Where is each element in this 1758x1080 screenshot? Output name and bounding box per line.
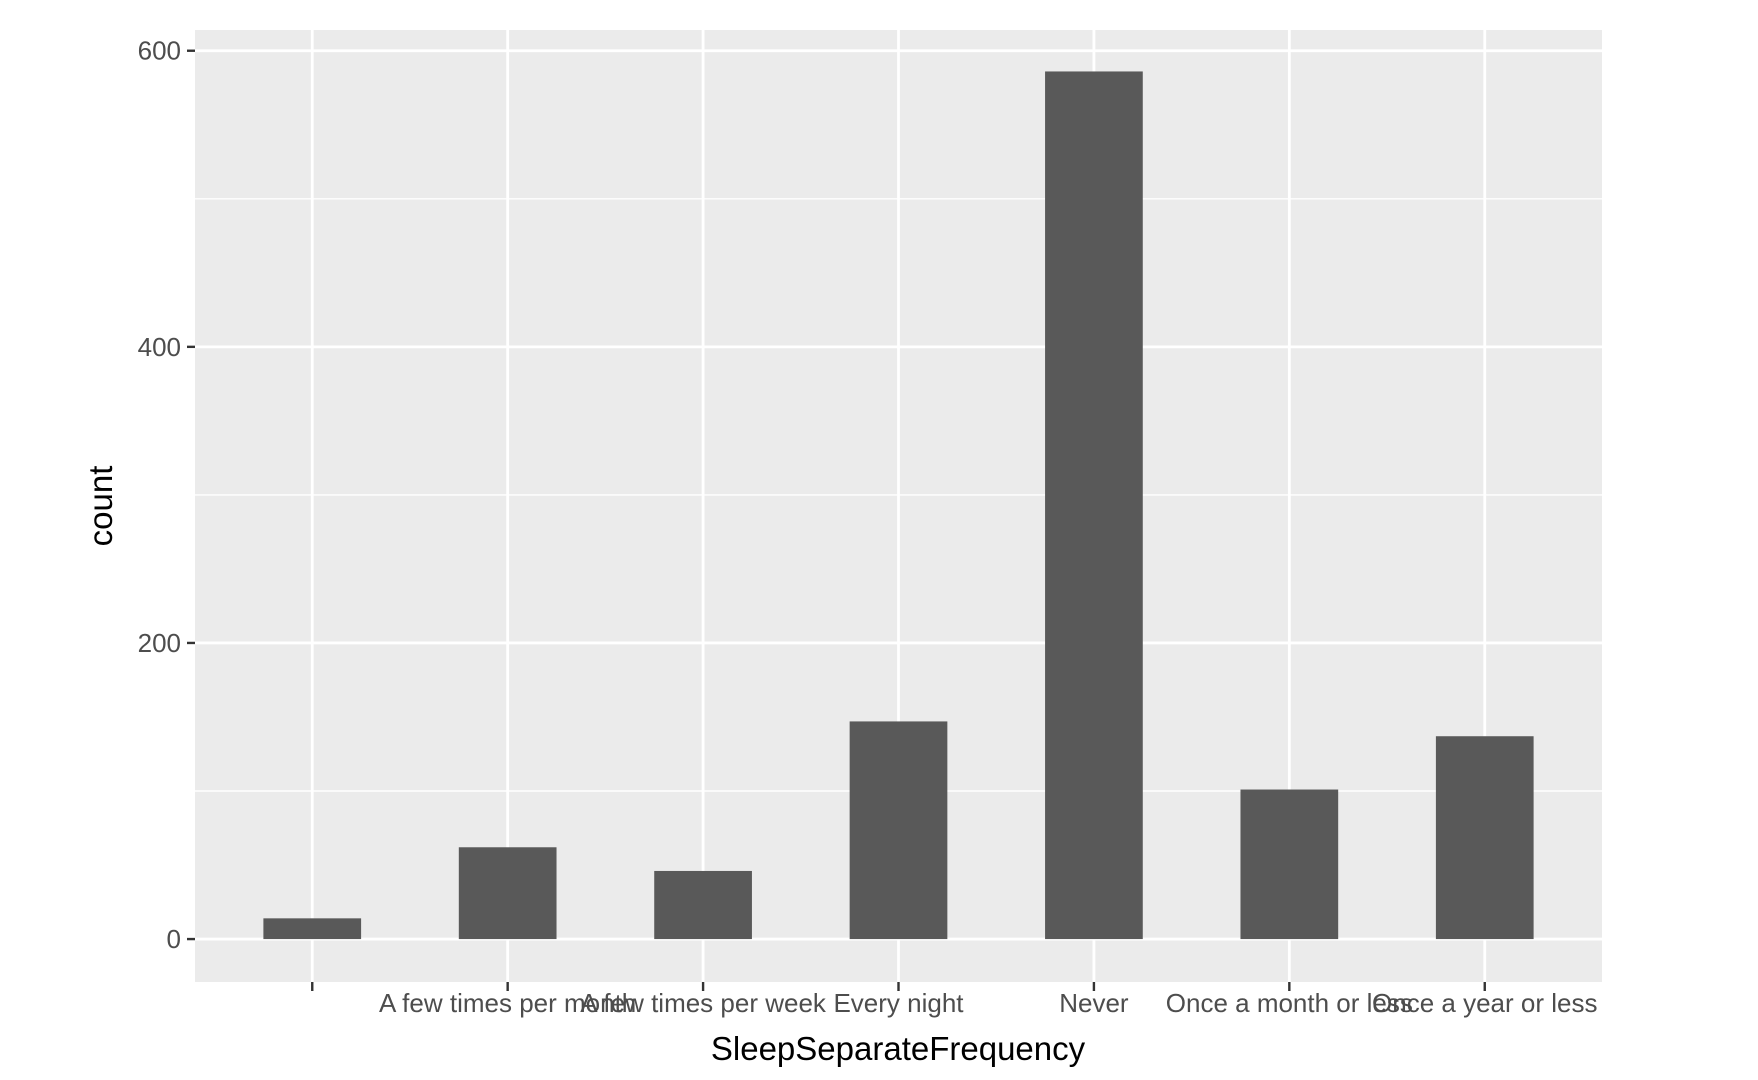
y-tick-label: 0 (167, 924, 181, 954)
x-tick-label: Once a month or less (1166, 988, 1413, 1018)
x-tick-label: Once a year or less (1372, 988, 1597, 1018)
x-tick-label: Never (1059, 988, 1129, 1018)
bar (263, 918, 362, 940)
y-tick-label: 400 (138, 332, 181, 362)
y-tick-label: 200 (138, 628, 181, 658)
x-tick-label: A few times per month (379, 988, 636, 1018)
x-axis-title: SleepSeparateFrequency (711, 1030, 1086, 1067)
bar (1045, 71, 1143, 940)
y-tick-label: 600 (138, 36, 181, 66)
x-tick-label: Every night (833, 988, 964, 1018)
bar (849, 721, 948, 940)
x-tick-label: A few times per week (580, 988, 827, 1018)
bar (1435, 736, 1534, 940)
bar (654, 870, 752, 940)
y-axis: 0 200 400 600 (138, 36, 195, 954)
bar (458, 847, 557, 940)
bar (1240, 789, 1339, 940)
bars (263, 71, 1534, 940)
y-axis-title: count (82, 466, 119, 547)
